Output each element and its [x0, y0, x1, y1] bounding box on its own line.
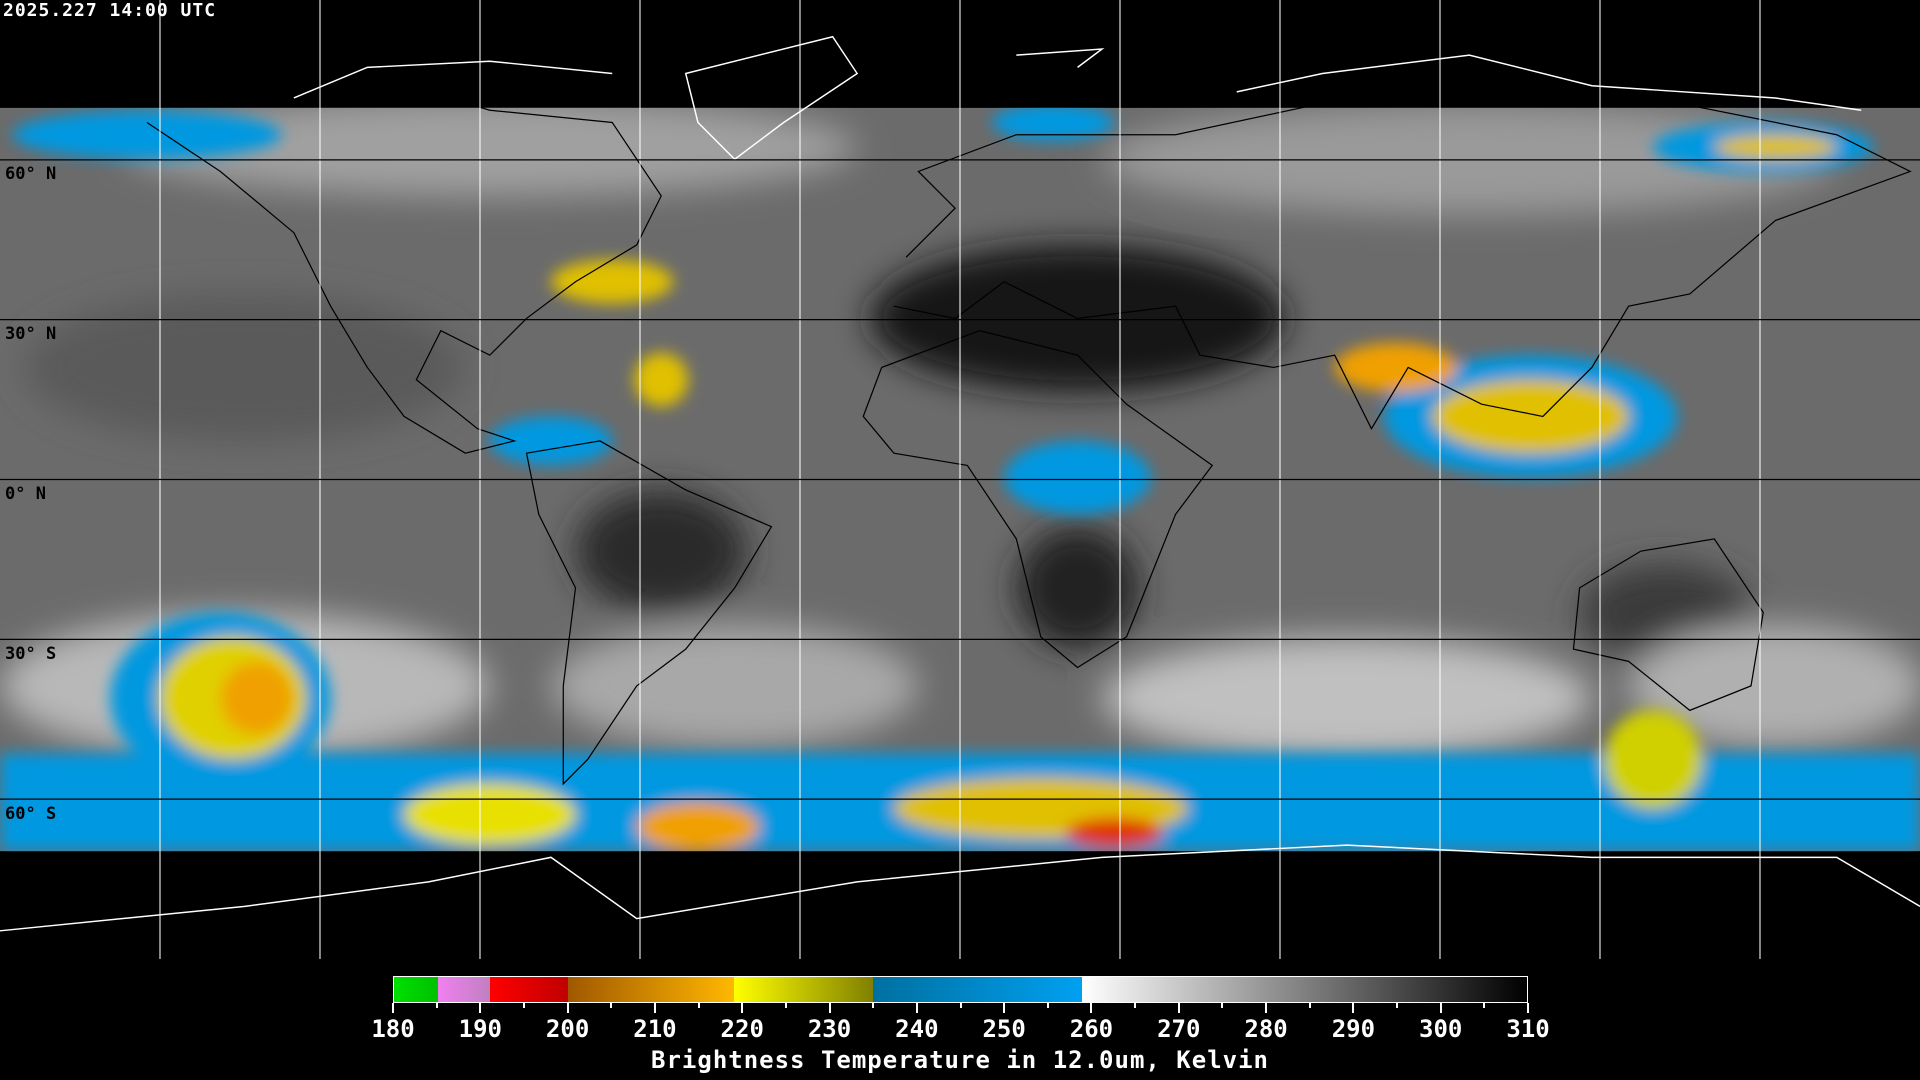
colorbar-segment [733, 977, 874, 1002]
colorbar-tick [1265, 1003, 1268, 1013]
colorbar-tick [1352, 1003, 1355, 1013]
colorbar-tick-label: 190 [458, 1015, 502, 1043]
lat-label-30s: 30° S [5, 644, 57, 664]
colorbar-tick-label: 310 [1506, 1015, 1550, 1043]
colorbar-tick-label: 240 [895, 1015, 939, 1043]
timestamp: 2025.227 14:00 UTC [3, 0, 217, 21]
colorbar-tick [479, 1003, 482, 1013]
colorbar-tick-label: 290 [1331, 1015, 1376, 1043]
colorbar-tick-label: 300 [1419, 1015, 1463, 1043]
colorbar-tick [1527, 1003, 1529, 1013]
colorbar-tick-label: 270 [1157, 1015, 1201, 1043]
lat-label-30n: 30° N [5, 324, 57, 344]
colorbar-tick [1483, 1003, 1486, 1008]
lat-label-0n: 0° N [5, 484, 46, 504]
lat-label-60n: 60° N [5, 164, 57, 184]
colorbar-segment [394, 977, 438, 1002]
colorbar-tick [1177, 1003, 1180, 1013]
colorbar-segment [873, 977, 1083, 1002]
colorbar-tick [392, 1003, 394, 1013]
colorbar-tick [435, 1003, 438, 1008]
colorbar-tick-label: 280 [1244, 1015, 1288, 1043]
colorbar-tick [1046, 1003, 1049, 1008]
lat-label-60s: 60° S [5, 804, 57, 824]
colorbar-segment [568, 977, 734, 1002]
colorbar-tick-label: 230 [807, 1015, 852, 1043]
colorbar-tick [653, 1003, 656, 1013]
colorbar-tick [1134, 1003, 1137, 1008]
colorbar-tick-label: 260 [1069, 1015, 1114, 1043]
colorbar-tick [1396, 1003, 1399, 1008]
colorbar-tick [828, 1003, 831, 1013]
colorbar-title: Brightness Temperature in 12.0um, Kelvin [651, 1046, 1269, 1074]
colorbar-segment [437, 977, 490, 1002]
colorbar-tick [1308, 1003, 1311, 1008]
colorbar-tick [522, 1003, 525, 1008]
colorbar-tick [959, 1003, 962, 1008]
coastlines [146, 72, 1912, 786]
colorbar-tick [610, 1003, 613, 1008]
colorbar-tick-label: 220 [720, 1015, 764, 1043]
colorbar-tick [784, 1003, 787, 1008]
colorbar-tick-label: 200 [545, 1015, 590, 1043]
colorbar-ticks [392, 1003, 1529, 1013]
colorbar-tick [1003, 1003, 1006, 1013]
colorbar-tick-label: 210 [633, 1015, 677, 1043]
colorbar-tick [915, 1003, 918, 1013]
colorbar-tick-label: 180 [371, 1015, 415, 1043]
colorbar-tick [872, 1003, 875, 1008]
graticule [0, 0, 1920, 959]
colorbar-segment [489, 977, 569, 1002]
colorbar-tick [1439, 1003, 1442, 1013]
colorbar-tick-label: 250 [982, 1015, 1026, 1043]
colorbar-tick [566, 1003, 569, 1013]
satellite-map [0, 0, 1920, 959]
colorbar-tick [741, 1003, 744, 1013]
colorbar-tick [697, 1003, 700, 1008]
colorbar-tick [1090, 1003, 1093, 1013]
colorbar-tick [1221, 1003, 1224, 1008]
colorbar [393, 976, 1528, 1003]
polar-coastlines [0, 35, 1920, 932]
colorbar-segment [1082, 977, 1527, 1002]
